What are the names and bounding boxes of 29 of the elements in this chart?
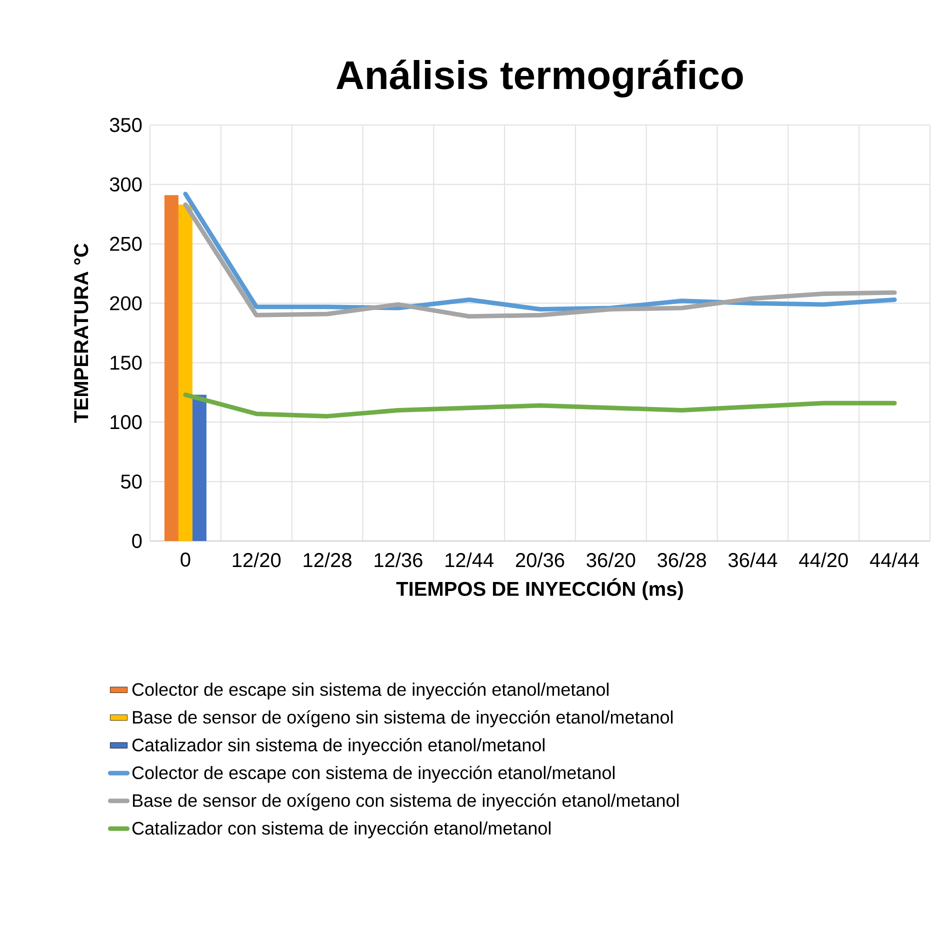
y-axis-title: TEMPERATURA °C xyxy=(74,244,88,423)
legend-label: Base de sensor de oxígeno sin sistema de inyección etanol/metanol xyxy=(133,710,673,728)
legend-label: Catalizador con sistema de inyección etanol/metanol xyxy=(132,821,550,838)
y-tick-label: 200 xyxy=(110,296,142,310)
y-tick-label: 50 xyxy=(121,474,142,489)
y-tick-label: 100 xyxy=(110,415,142,430)
x-tick-label: 12/20 xyxy=(232,552,281,568)
x-tick-label: 36/20 xyxy=(586,552,636,568)
x-tick-label: 12/36 xyxy=(374,552,422,568)
y-tick-label: 300 xyxy=(110,177,142,192)
legend-label: Catalizador sin sistema de inyección etanol/metanol xyxy=(132,738,544,755)
y-tick-label: 0 xyxy=(132,534,142,548)
y-tick-label: 250 xyxy=(110,236,142,251)
legend-label: Colector de escape sin sistema de inyección etanol/metanol xyxy=(132,682,608,700)
x-tick-label: 20/36 xyxy=(516,552,564,568)
line-series xyxy=(183,392,897,418)
x-tick-label: 0 xyxy=(180,552,190,567)
y-tick-label: 150 xyxy=(110,356,142,370)
legend-label: Base de sensor de oxígeno con sistema de inyección etanol/metanol xyxy=(133,793,679,810)
legend-label: Colector de escape con sistema de inyección etanol/metanol xyxy=(132,766,615,783)
x-tick-label: 36/28 xyxy=(658,552,706,568)
x-tick-label: 44/44 xyxy=(870,552,919,568)
x-axis-title: TIEMPOS DE INYECCIÓN (ms) xyxy=(396,578,683,600)
x-tick-label: 44/20 xyxy=(799,552,848,568)
y-tick-label: 350 xyxy=(110,118,142,132)
x-tick-label: 12/28 xyxy=(304,552,352,568)
x-tick-label: 36/44 xyxy=(728,552,778,568)
x-tick-label: 12/44 xyxy=(446,552,494,568)
chart-title: Análisis termográfico xyxy=(336,60,743,98)
